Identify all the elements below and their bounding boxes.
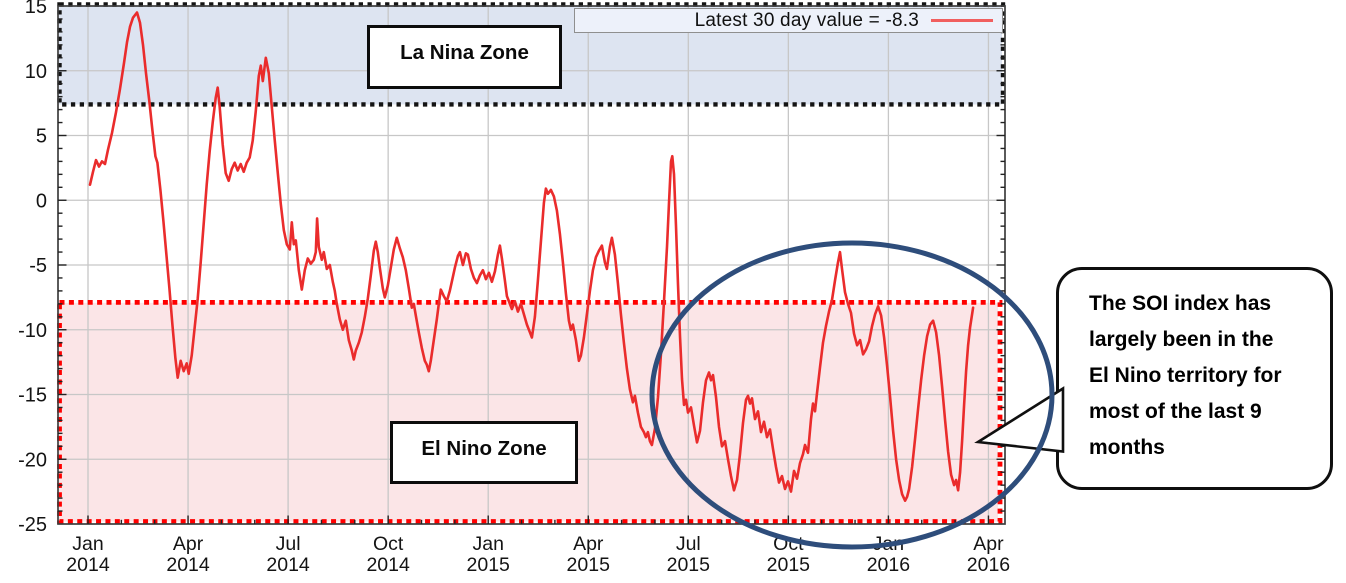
y-tick-label: 5 [36,126,47,148]
y-tick-label: -10 [18,320,47,342]
la-nina-zone-border [57,2,1006,107]
el-nino-zone-border [57,299,1003,524]
x-tick-label-year: 2014 [266,554,310,576]
x-tick-label-year: 2014 [66,554,110,576]
x-tick-label-year: 2016 [867,554,910,576]
y-tick-label: 10 [25,61,47,83]
la-nina-zone-text: La Nina Zone [400,41,529,64]
x-tick-label-year: 2015 [467,554,511,576]
y-tick-label: 15 [25,0,47,18]
y-tick-label: -15 [18,385,47,407]
legend-line-swatch [931,18,993,23]
x-tick-label-year: 2015 [667,554,711,576]
x-tick-label-month: Jan [873,533,904,555]
x-tick-label-year: 2015 [567,554,611,576]
x-tick-label-month: Jan [72,533,103,555]
x-tick-label-month: Oct [773,533,804,555]
el-nino-zone-text: El Nino Zone [421,436,547,460]
la-nina-zone-label: La Nina Zone [367,25,562,89]
el-nino-zone-fill [59,302,998,522]
callout-box: The SOI index has largely been in the El… [1056,267,1333,490]
y-tick-label: -20 [18,449,47,471]
x-tick-label-month: Jul [676,533,701,555]
x-tick-label-month: Apr [573,533,604,555]
x-tick-label-month: Apr [973,533,1004,555]
callout-text: The SOI index has largely been in the El… [1089,292,1282,459]
x-tick-label-month: Oct [373,533,404,555]
legend-label: Latest 30 day value = -8.3 [694,9,919,31]
x-tick-label-month: Jul [276,533,301,555]
el-nino-zone-label: El Nino Zone [390,421,578,484]
x-tick-label-month: Apr [173,533,204,555]
y-tick-label: 0 [36,190,47,212]
x-tick-label-year: 2016 [967,554,1010,576]
x-tick-label-month: Jan [472,533,503,555]
x-tick-label-year: 2015 [767,554,811,576]
x-tick-label-year: 2014 [166,554,210,576]
x-tick-label-year: 2014 [366,554,410,576]
y-tick-label: -25 [18,514,47,536]
legend: Latest 30 day value = -8.3 [574,8,1003,33]
y-tick-label: -5 [29,255,47,277]
